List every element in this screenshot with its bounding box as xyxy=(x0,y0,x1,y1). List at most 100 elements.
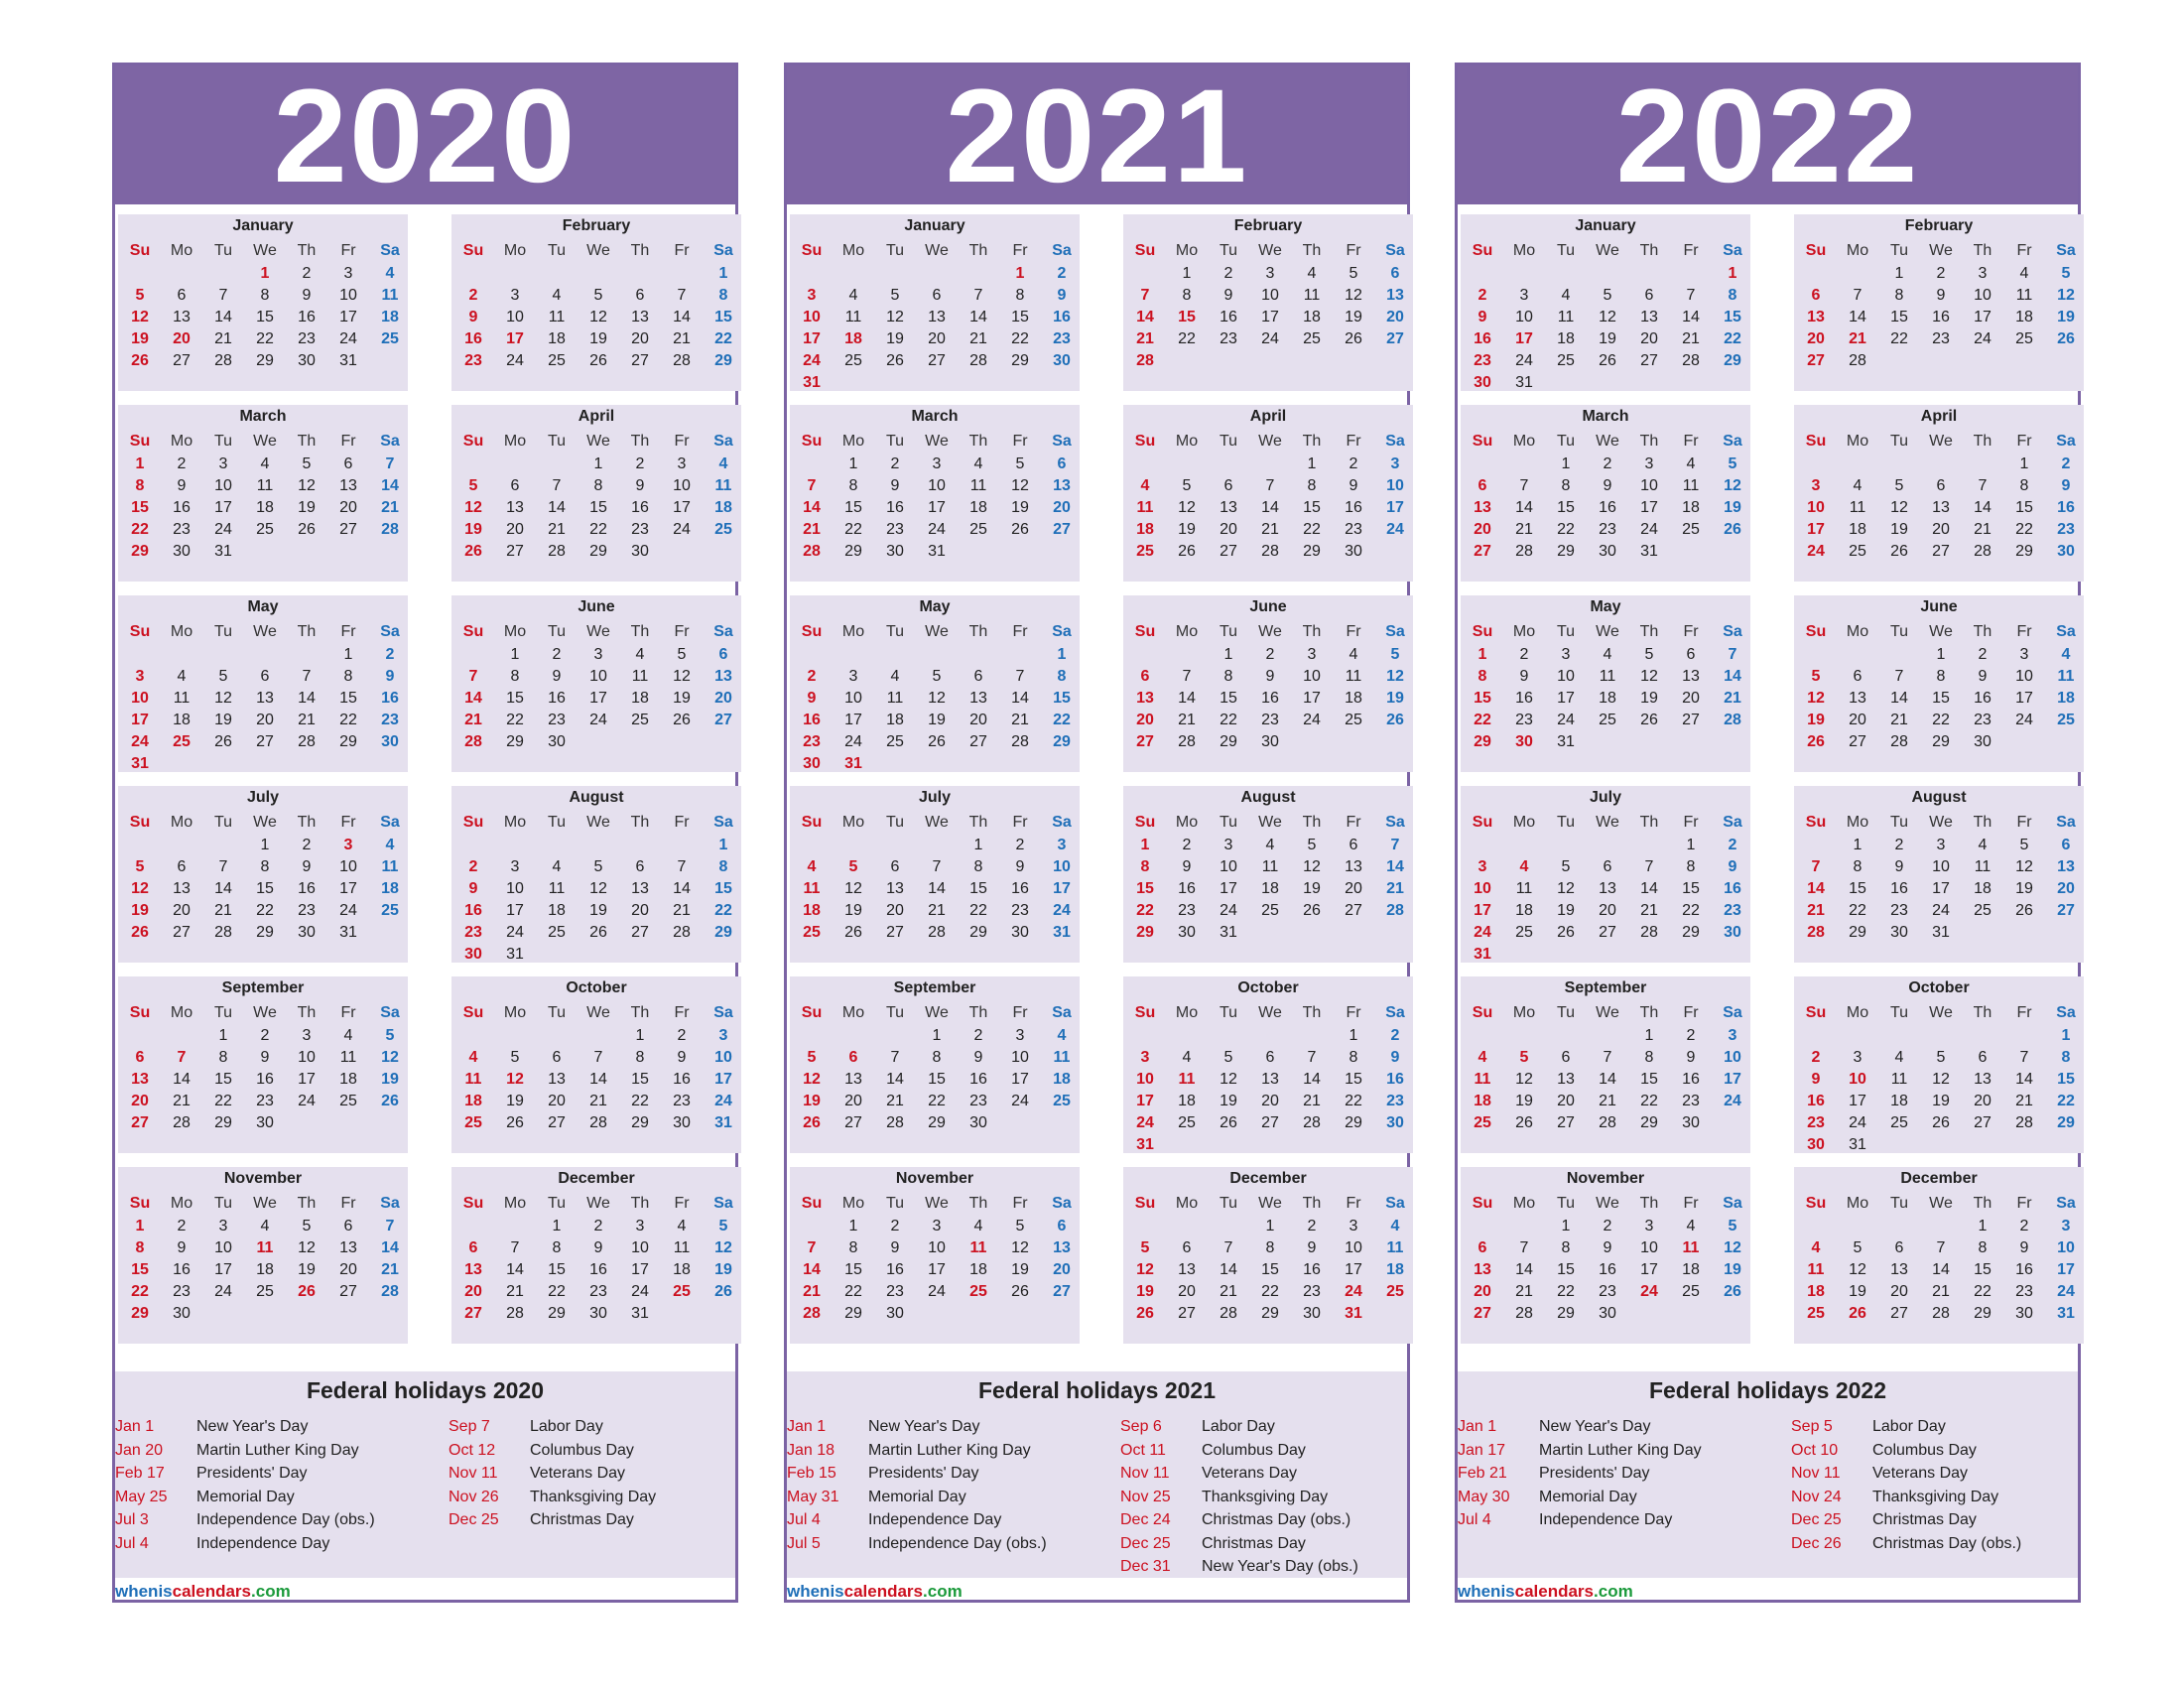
weekday-header: Su Mo Tu We Th Fr Sa xyxy=(1123,621,1413,643)
weekday-label: Th xyxy=(968,433,988,450)
day-cell: 18 xyxy=(256,1261,274,1278)
holiday-name: Independence Day (obs.) xyxy=(868,1534,1047,1552)
day-cell: 5 xyxy=(468,477,478,494)
day-cell: 10 xyxy=(131,690,149,707)
day-cell: 24 xyxy=(1220,902,1237,919)
weekday-label: Sa xyxy=(1385,814,1405,831)
day-cell: 26 xyxy=(1557,924,1575,941)
day-cell: 26 xyxy=(1724,521,1741,538)
day-cell: 6 xyxy=(1561,1049,1571,1066)
day-cell: 26 xyxy=(214,733,232,750)
day-cell: 11 xyxy=(1682,477,1700,494)
day-cell: 21 xyxy=(381,1261,399,1278)
weekday-label: Tu xyxy=(547,242,567,259)
website-part: .com xyxy=(251,1582,291,1601)
day-cell: 15 xyxy=(256,309,274,325)
day-cell: 1 xyxy=(1936,646,1946,663)
month-name: April xyxy=(1249,408,1287,425)
day-cell: 11 xyxy=(673,1239,691,1256)
month-name: November xyxy=(1566,1170,1645,1187)
day-cell: 20 xyxy=(631,330,649,347)
day-cell: 11 xyxy=(1303,287,1321,304)
weekday-label: Mo xyxy=(1512,623,1536,640)
day-cell: 22 xyxy=(714,902,732,919)
day-cell: 29 xyxy=(1557,543,1575,560)
day-cell: 12 xyxy=(1011,477,1029,494)
weekday-label: We xyxy=(1596,1004,1619,1021)
day-cell: 24 xyxy=(844,733,862,750)
day-cell: 5 xyxy=(302,1218,312,1234)
day-cell: 31 xyxy=(1515,374,1533,391)
day-cell: 29 xyxy=(506,733,524,750)
day-cell: 7 xyxy=(1728,646,1737,663)
day-cell: 9 xyxy=(302,858,312,875)
day-cell: 17 xyxy=(1303,690,1321,707)
weekday-header: Su Mo Tu We Th Fr Sa xyxy=(1794,1193,2084,1215)
day-cell: 10 xyxy=(1011,1049,1029,1066)
day-cell: 23 xyxy=(173,1283,191,1300)
day-cell: 3 xyxy=(677,455,687,472)
day-cell: 22 xyxy=(1136,902,1154,919)
weekday-label: Su xyxy=(1472,433,1493,450)
day-cell: 21 xyxy=(1599,1093,1616,1109)
day-cell: 30 xyxy=(298,924,316,941)
weekday-label: Sa xyxy=(1723,242,1742,259)
day-cell: 17 xyxy=(1053,880,1071,897)
day-cell: 22 xyxy=(589,521,607,538)
day-cell: 11 xyxy=(381,287,399,304)
holiday-item: Dec 25 Christmas Day xyxy=(1791,1508,2099,1532)
weekday-header: Su Mo Tu We Th Fr Sa xyxy=(118,431,408,453)
day-cell: 5 xyxy=(1644,646,1654,663)
day-cell: 8 xyxy=(1978,1239,1988,1256)
day-cell: 6 xyxy=(1894,1239,1904,1256)
day-cell: 19 xyxy=(1136,1283,1154,1300)
day-cell: 5 xyxy=(932,668,942,685)
day-cell: 22 xyxy=(1261,1283,1279,1300)
day-cell: 26 xyxy=(844,924,862,941)
day-cell: 22 xyxy=(1303,521,1321,538)
day-cell: 30 xyxy=(1345,543,1362,560)
month-november: November Su Mo Tu We Th Fr Sa 1 2 3 4 5 6 7 8 9 10 11 12 13 1… xyxy=(118,1167,408,1344)
weekday-label: We xyxy=(1258,814,1282,831)
day-cell: 27 xyxy=(1599,924,1616,941)
month-name: September xyxy=(893,979,976,996)
day-cell: 17 xyxy=(1974,309,1991,325)
month-april: April Su Mo Tu We Th Fr Sa 1 2 3 4 5 6 7 8 9 10 11 12 13 14 15… xyxy=(1794,405,2084,582)
month-july: July Su Mo Tu We Th Fr Sa 1 2 3 4 5 6 7 8 9 10 11 12 13 14 15 1… xyxy=(1461,786,1750,963)
weekday-label: Fr xyxy=(340,1004,356,1021)
day-cell: 19 xyxy=(1011,499,1029,516)
holiday-date: Nov 11 xyxy=(1791,1465,1841,1482)
day-cell: 13 xyxy=(714,668,732,685)
website-link[interactable]: wheniscalendars.com xyxy=(115,1582,291,1602)
day-cell: 10 xyxy=(1261,287,1279,304)
day-cell: 31 xyxy=(1220,924,1237,941)
day-cell: 15 xyxy=(969,880,987,897)
day-cell: 22 xyxy=(2015,521,2033,538)
month-name: August xyxy=(569,789,624,806)
holidays-section: Federal holidays 2020 Jan 1 New Year's Day… xyxy=(115,1371,735,1578)
day-cell: 15 xyxy=(1640,1071,1658,1088)
day-cell: 8 xyxy=(1015,287,1025,304)
day-cell: 8 xyxy=(1894,287,1904,304)
day-cell: 30 xyxy=(381,733,399,750)
day-cell: 4 xyxy=(1182,1049,1192,1066)
day-cell: 10 xyxy=(714,1049,732,1066)
website-link[interactable]: wheniscalendars.com xyxy=(787,1582,963,1602)
day-cell: 12 xyxy=(803,1071,821,1088)
day-cell: 1 xyxy=(510,646,520,663)
weekday-label: Th xyxy=(297,242,317,259)
day-cell: 16 xyxy=(803,712,821,728)
day-cell: 16 xyxy=(673,1071,691,1088)
weekday-label: Tu xyxy=(1889,623,1909,640)
day-cell: 7 xyxy=(1603,1049,1612,1066)
website-link[interactable]: wheniscalendars.com xyxy=(1458,1582,1633,1602)
day-cell: 28 xyxy=(381,1283,399,1300)
weekday-label: Fr xyxy=(1346,814,1361,831)
day-cell: 2 xyxy=(468,287,478,304)
day-cell: 26 xyxy=(1515,1114,1533,1131)
month-january: January Su Mo Tu We Th Fr Sa 1 2 3 4 5 6 7 8 9 10 11 12 13 14… xyxy=(790,214,1080,391)
day-cell: 21 xyxy=(173,1093,191,1109)
day-cell: 16 xyxy=(1974,690,1991,707)
holiday-date: Jul 5 xyxy=(787,1534,821,1552)
day-cell: 18 xyxy=(673,1261,691,1278)
